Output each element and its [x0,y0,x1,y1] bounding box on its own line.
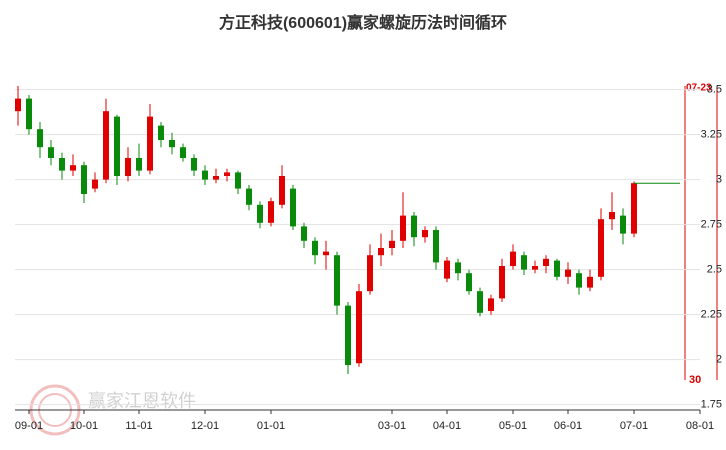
candle-body [191,158,197,171]
candle-body [323,251,329,256]
candle-body [103,111,109,180]
candle-body [455,262,461,274]
candle-body [92,179,98,189]
y-tick-label: 1.75 [701,399,722,411]
candle-body [532,266,538,270]
candle-body [499,266,505,299]
candle-body [48,147,54,158]
candle-body [488,298,494,311]
candle-body [411,215,417,238]
x-tick-label: 04-01 [433,420,461,432]
candle-body [609,212,615,220]
chart-title: 方正科技(600601)赢家螺旋历法时间循环 [219,13,507,32]
x-tick-label: 12-01 [191,420,219,432]
candle-body [246,188,252,205]
candle-body [378,248,384,256]
candle-body [345,305,351,365]
y-tick-label: 3.25 [701,129,722,141]
candle-body [290,188,296,227]
candle-body [301,226,307,241]
candle-body [224,172,230,176]
candle-body [169,140,175,148]
candle-body [125,158,131,176]
x-tick-label: 11-01 [125,420,152,432]
candle-body [257,204,263,223]
y-tick-label: 2.75 [701,219,722,231]
candle-body [510,251,516,266]
candle-body [466,273,472,292]
candle-body [279,176,285,205]
x-tick-label: 07-01 [620,420,648,432]
candle-body [59,158,65,171]
candle-body [400,215,406,241]
candle-body [147,116,153,171]
candle-body [37,129,43,148]
y-tick-label: 2.5 [707,264,722,276]
candle-body [576,273,582,288]
watermark: 赢家江恩软件 [88,390,196,411]
x-tick-label: 10-01 [70,420,98,432]
candle-body [444,260,450,279]
x-tick-label: 03-01 [378,420,406,432]
candle-body [367,255,373,292]
candle-body [620,215,626,234]
y-tick-label: 3.5 [707,84,722,96]
candle-body [136,158,142,171]
candle-body [26,98,32,130]
y-tick-label: 2 [716,354,722,366]
cycle-count: 30 [689,374,701,386]
candle-body [268,201,274,223]
candle-body [422,230,428,238]
candle-body [477,291,483,313]
candle-body [521,255,527,270]
candle-body [15,98,21,112]
y-tick-label: 2.25 [701,309,722,321]
candle-body [114,116,120,176]
x-tick-label: 06-01 [554,420,582,432]
candle-body [543,258,549,266]
candle-body [70,165,76,171]
x-tick-label: 05-01 [499,420,527,432]
candle-body [598,219,604,277]
candle-body [202,170,208,180]
candle-body [235,172,241,189]
candle-body [433,230,439,263]
candle-body [81,165,87,194]
x-tick-label: 01-01 [257,420,285,432]
candle-body [213,176,219,180]
candle-body [389,240,395,248]
candle-body [356,291,362,364]
candle-body [158,125,164,140]
candle-body [565,269,571,277]
y-tick-label: 3 [716,174,722,186]
x-tick-label: 09-01 [15,420,43,432]
cycle-date: 07-23 [686,83,712,94]
candle-body [334,255,340,306]
candle-body [180,147,186,158]
candle-body [587,276,593,288]
candle-body [312,240,318,256]
candle-body [631,183,637,234]
x-tick-label: 08-01 [686,420,714,432]
candle-body [554,260,560,277]
